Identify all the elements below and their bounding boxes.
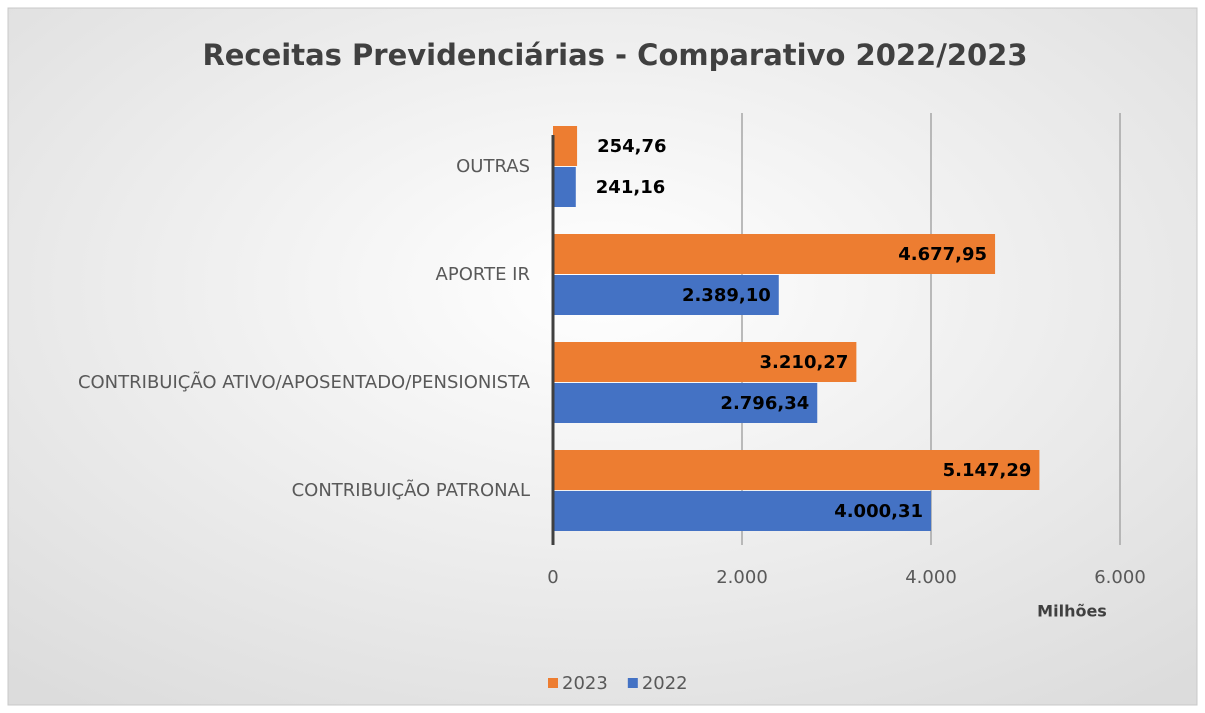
data-label: 4.000,31: [834, 501, 923, 522]
bar: [553, 234, 996, 274]
data-label: 3.210,27: [760, 352, 849, 373]
y-tick-label: CONTRIBUIÇÃO ATIVO/APOSENTADO/PENSIONIST…: [78, 371, 531, 393]
legend-swatch: [548, 678, 558, 688]
x-tick-label: 0: [547, 567, 558, 588]
x-tick-label: 4.000: [905, 567, 957, 588]
x-tick-label: 2.000: [716, 567, 768, 588]
bar: [553, 126, 578, 166]
legend-label: 2023: [562, 673, 608, 694]
x-tick-label: 6.000: [1094, 567, 1146, 588]
data-label: 4.677,95: [898, 244, 987, 265]
y-tick-label: OUTRAS: [456, 156, 530, 177]
y-tick-label: APORTE IR: [436, 264, 530, 285]
bar: [553, 450, 1040, 490]
bar: [553, 383, 818, 423]
bar: [553, 275, 779, 315]
chart-title: Receitas Previdenciárias - Comparativo 2…: [202, 38, 1027, 72]
y-tick-label: CONTRIBUIÇÃO PATRONAL: [292, 479, 530, 501]
legend-label: 2022: [642, 673, 688, 694]
data-label: 5.147,29: [943, 460, 1032, 481]
data-label: 241,16: [596, 177, 665, 198]
data-label: 2.796,34: [720, 393, 809, 414]
bar: [553, 167, 576, 207]
bar: [553, 491, 932, 531]
data-label: 2.389,10: [682, 285, 771, 306]
data-label: 254,76: [597, 136, 666, 157]
x-axis-label: Milhões: [1037, 602, 1107, 621]
bar: [553, 342, 857, 382]
legend-swatch: [627, 678, 638, 688]
